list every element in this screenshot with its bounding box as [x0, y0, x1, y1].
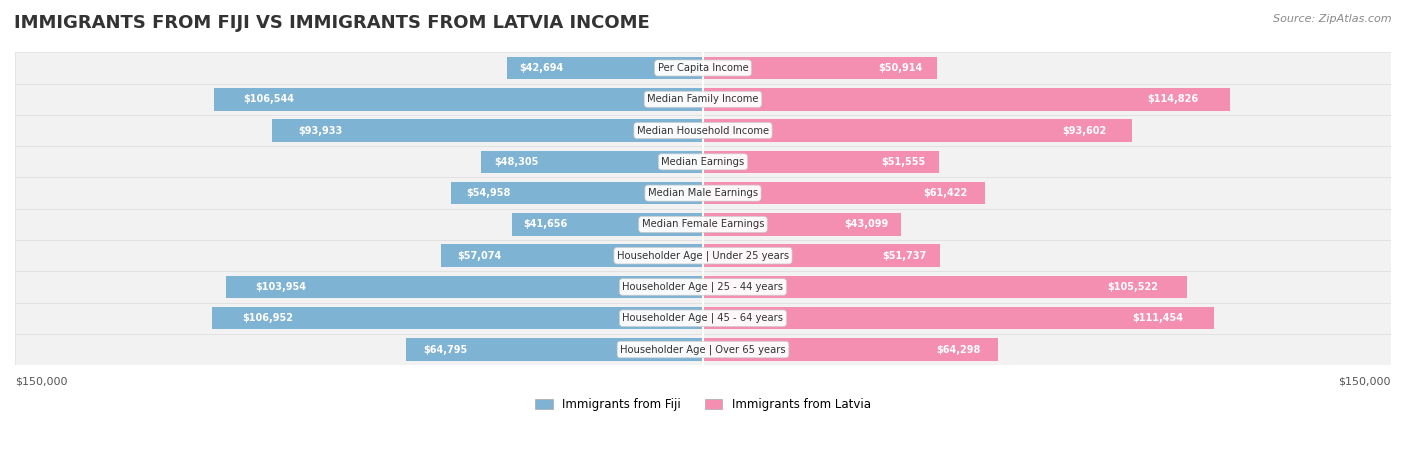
Text: Median Household Income: Median Household Income	[637, 126, 769, 135]
Text: $42,694: $42,694	[519, 63, 564, 73]
Bar	[703, 338, 998, 361]
FancyBboxPatch shape	[15, 334, 1391, 365]
Bar	[441, 244, 703, 267]
Text: $50,914: $50,914	[879, 63, 922, 73]
Text: $51,555: $51,555	[882, 157, 925, 167]
FancyBboxPatch shape	[15, 52, 1391, 84]
Bar	[226, 276, 703, 298]
Bar	[703, 213, 901, 236]
Text: $48,305: $48,305	[495, 157, 538, 167]
Text: IMMIGRANTS FROM FIJI VS IMMIGRANTS FROM LATVIA INCOME: IMMIGRANTS FROM FIJI VS IMMIGRANTS FROM …	[14, 14, 650, 32]
Bar	[481, 150, 703, 173]
Bar	[703, 150, 939, 173]
Bar	[703, 244, 941, 267]
Bar	[703, 182, 984, 205]
FancyBboxPatch shape	[15, 271, 1391, 303]
Text: $150,000: $150,000	[15, 376, 67, 386]
Bar	[703, 57, 936, 79]
FancyBboxPatch shape	[15, 177, 1391, 209]
Bar	[703, 307, 1215, 330]
Text: Median Earnings: Median Earnings	[661, 157, 745, 167]
Text: Householder Age | Over 65 years: Householder Age | Over 65 years	[620, 344, 786, 355]
Bar	[451, 182, 703, 205]
Text: $51,737: $51,737	[882, 251, 927, 261]
Text: $64,298: $64,298	[936, 345, 980, 354]
Text: $57,074: $57,074	[457, 251, 501, 261]
Text: Median Female Earnings: Median Female Earnings	[641, 219, 765, 229]
Bar	[703, 88, 1230, 111]
Bar	[212, 307, 703, 330]
Bar	[703, 276, 1187, 298]
FancyBboxPatch shape	[15, 146, 1391, 177]
Text: Median Family Income: Median Family Income	[647, 94, 759, 104]
Text: $150,000: $150,000	[1339, 376, 1391, 386]
FancyBboxPatch shape	[15, 209, 1391, 240]
Text: Householder Age | Under 25 years: Householder Age | Under 25 years	[617, 250, 789, 261]
Text: Source: ZipAtlas.com: Source: ZipAtlas.com	[1274, 14, 1392, 24]
FancyBboxPatch shape	[15, 115, 1391, 146]
Text: $41,656: $41,656	[523, 219, 568, 229]
Text: $114,826: $114,826	[1147, 94, 1198, 104]
Text: $43,099: $43,099	[845, 219, 889, 229]
Bar	[214, 88, 703, 111]
Text: Householder Age | 25 - 44 years: Householder Age | 25 - 44 years	[623, 282, 783, 292]
Text: $93,602: $93,602	[1063, 126, 1107, 135]
Text: $106,544: $106,544	[243, 94, 295, 104]
Bar	[273, 119, 703, 142]
Bar	[703, 119, 1132, 142]
Text: $54,958: $54,958	[465, 188, 510, 198]
Bar	[508, 57, 703, 79]
Text: $103,954: $103,954	[254, 282, 307, 292]
Text: $64,795: $64,795	[423, 345, 468, 354]
Text: $61,422: $61,422	[924, 188, 967, 198]
Text: $105,522: $105,522	[1107, 282, 1159, 292]
Bar	[512, 213, 703, 236]
Bar	[406, 338, 703, 361]
Text: $106,952: $106,952	[242, 313, 292, 323]
Legend: Immigrants from Fiji, Immigrants from Latvia: Immigrants from Fiji, Immigrants from La…	[530, 393, 876, 416]
Text: $111,454: $111,454	[1132, 313, 1184, 323]
Text: Per Capita Income: Per Capita Income	[658, 63, 748, 73]
Text: Median Male Earnings: Median Male Earnings	[648, 188, 758, 198]
FancyBboxPatch shape	[15, 84, 1391, 115]
Text: $93,933: $93,933	[298, 126, 342, 135]
FancyBboxPatch shape	[15, 240, 1391, 271]
FancyBboxPatch shape	[15, 303, 1391, 334]
Text: Householder Age | 45 - 64 years: Householder Age | 45 - 64 years	[623, 313, 783, 324]
